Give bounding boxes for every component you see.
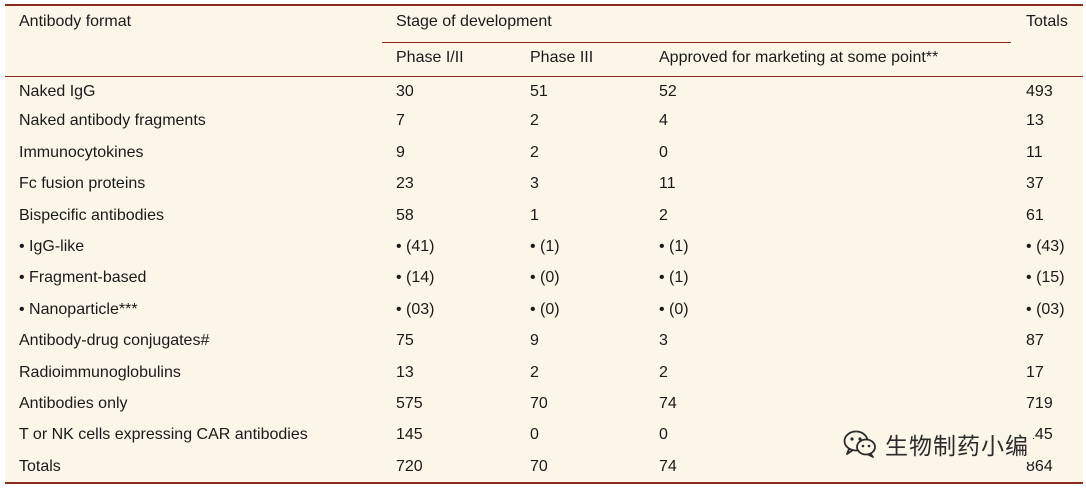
row-format: Naked IgG bbox=[19, 82, 96, 100]
table-row: Bispecific antibodies 58 1 2 61 bbox=[5, 202, 1083, 233]
header-stage-of-development: Stage of development bbox=[396, 13, 552, 30]
header-spacer bbox=[1011, 42, 1083, 76]
row-phase-3: 2 bbox=[530, 363, 539, 381]
row-total: 13 bbox=[1026, 112, 1044, 130]
row-format: Radioimmunoglobulins bbox=[19, 363, 181, 381]
row-approved: 2 bbox=[659, 363, 668, 381]
header-phase-3: Phase III bbox=[516, 41, 645, 76]
row-format: Antibodies only bbox=[19, 394, 128, 412]
row-approved: 11 bbox=[659, 175, 676, 193]
row-approved: 52 bbox=[659, 82, 677, 100]
row-total: 61 bbox=[1026, 206, 1044, 224]
row-format: T or NK cells expressing CAR antibodies bbox=[19, 426, 308, 444]
row-format: Bispecific antibodies bbox=[19, 206, 164, 224]
row-phase-3: • (0) bbox=[530, 300, 560, 318]
row-total: 37 bbox=[1026, 175, 1044, 193]
row-phase-3: 2 bbox=[530, 112, 539, 130]
row-phase-1-2: 58 bbox=[396, 206, 414, 224]
table-row: Radioimmunoglobulins 13 2 2 17 bbox=[5, 359, 1083, 390]
table-row: • Nanoparticle*** • (03) • (0) • (0) • (03) bbox=[5, 296, 1083, 327]
row-phase-1-2: 145 bbox=[396, 426, 423, 444]
row-phase-1-2: 30 bbox=[396, 82, 414, 100]
table-row: Fc fusion proteins 23 3 11 37 bbox=[5, 170, 1083, 201]
row-phase-3: 70 bbox=[530, 394, 548, 412]
row-phase-3: 3 bbox=[530, 175, 539, 193]
watermark-text: 生物制药小编 bbox=[885, 434, 1029, 460]
row-phase-3: 2 bbox=[530, 143, 539, 161]
row-format: Immunocytokines bbox=[19, 143, 144, 161]
row-total: 11 bbox=[1026, 143, 1043, 161]
row-phase-3: 70 bbox=[530, 457, 548, 475]
header-antibody-format: Antibody format bbox=[19, 13, 132, 30]
row-approved: 0 bbox=[659, 426, 668, 444]
wechat-logo-icon bbox=[843, 430, 876, 458]
row-approved: 74 bbox=[659, 394, 677, 412]
row-total: • (43) bbox=[1026, 237, 1065, 255]
row-approved: 4 bbox=[659, 112, 668, 130]
row-total: 719 bbox=[1026, 394, 1053, 412]
table-row: Antibodies only 575 70 74 719 bbox=[5, 390, 1083, 421]
row-total: 17 bbox=[1026, 363, 1044, 381]
row-approved: 74 bbox=[659, 457, 677, 475]
row-format: Fc fusion proteins bbox=[19, 175, 146, 193]
row-phase-1-2: • (14) bbox=[396, 269, 435, 287]
table-row: Naked antibody fragments 7 2 4 13 bbox=[5, 107, 1083, 138]
row-approved: • (1) bbox=[659, 269, 689, 287]
header-totals: Totals bbox=[1026, 13, 1068, 30]
row-phase-3: 1 bbox=[530, 206, 539, 224]
row-phase-3: • (0) bbox=[530, 269, 560, 287]
row-format: • Nanoparticle*** bbox=[19, 300, 138, 318]
row-phase-1-2: • (41) bbox=[396, 237, 435, 255]
header-approved: Approved for marketing at some point** bbox=[645, 41, 1012, 76]
row-phase-1-2: 23 bbox=[396, 175, 414, 193]
row-approved: • (1) bbox=[659, 237, 689, 255]
row-phase-1-2: 75 bbox=[396, 332, 414, 350]
row-phase-3: 9 bbox=[530, 332, 539, 350]
antibody-format-table: Antibody format Stage of development Tot… bbox=[5, 6, 1084, 484]
table-row: Immunocytokines 9 2 0 11 bbox=[5, 139, 1083, 170]
antibody-table-panel: Antibody format Stage of development Tot… bbox=[5, 4, 1084, 484]
row-phase-1-2: 7 bbox=[396, 112, 405, 130]
header-phase-1-2: Phase I/II bbox=[382, 41, 516, 76]
row-approved: • (0) bbox=[659, 300, 689, 318]
row-approved: 0 bbox=[659, 143, 668, 161]
row-phase-3: 0 bbox=[530, 426, 539, 444]
row-phase-3: 51 bbox=[530, 82, 548, 100]
row-approved: 3 bbox=[659, 332, 668, 350]
row-total: 87 bbox=[1026, 332, 1044, 350]
table-row: • Fragment-based • (14) • (0) • (1) • (15) bbox=[5, 264, 1083, 295]
row-phase-1-2: 9 bbox=[396, 143, 405, 161]
row-format: Naked antibody fragments bbox=[19, 112, 206, 130]
row-phase-1-2: 13 bbox=[396, 363, 414, 381]
watermark: 生物制药小编 bbox=[843, 426, 1033, 462]
row-phase-3: • (1) bbox=[530, 237, 560, 255]
row-format: • Fragment-based bbox=[19, 269, 147, 287]
row-total: • (15) bbox=[1026, 269, 1065, 287]
row-format: Antibody-drug conjugates# bbox=[19, 332, 210, 350]
row-approved: 2 bbox=[659, 206, 668, 224]
row-format: • IgG-like bbox=[19, 237, 85, 255]
row-format: Totals bbox=[19, 457, 61, 475]
row-phase-1-2: 575 bbox=[396, 394, 423, 412]
header-spacer bbox=[5, 42, 382, 76]
row-total: • (03) bbox=[1026, 300, 1065, 318]
table-row: • IgG-like • (41) • (1) • (1) • (43) bbox=[5, 233, 1083, 264]
table-body: Naked IgG 30 51 52 493 Naked antibody fragmen… bbox=[5, 76, 1083, 484]
row-total: 493 bbox=[1026, 82, 1053, 100]
table-row: Antibody-drug conjugates# 75 9 3 87 bbox=[5, 327, 1083, 358]
row-phase-1-2: • (03) bbox=[396, 300, 435, 318]
row-phase-1-2: 720 bbox=[396, 457, 423, 475]
table-row: Naked IgG 30 51 52 493 bbox=[5, 76, 1083, 107]
